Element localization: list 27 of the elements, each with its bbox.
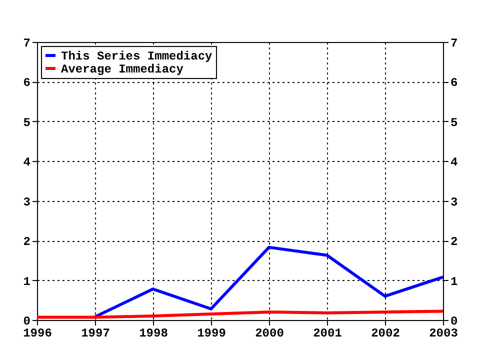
y-tick-label: 7: [23, 36, 30, 50]
y-tick-label: 3: [23, 195, 30, 210]
y-tick-label: 0: [23, 314, 30, 328]
y-tick-label: 2: [23, 235, 30, 250]
y-tick-label: 6: [23, 76, 30, 90]
x-tick-label: 2000: [255, 326, 284, 340]
y2-tick-label: 0: [450, 314, 458, 328]
x-tick-label: 2001: [313, 326, 342, 340]
y2-tick-label: 5: [450, 116, 458, 130]
y2-tick-label: 7: [450, 36, 458, 50]
line-series: [94, 246, 444, 318]
x-tick-label: 1997: [81, 326, 110, 340]
y2-tick-label: 4: [450, 156, 458, 170]
x-tick-label: 1998: [139, 326, 168, 340]
legend-label: Average Immediacy: [61, 62, 184, 76]
y2-tick-label: 2: [450, 235, 458, 250]
y2-tick-label: 6: [450, 76, 458, 90]
x-tick-label: 1996: [23, 326, 52, 340]
y2-tick-label: 1: [450, 274, 458, 289]
x-tick-label: 1999: [197, 326, 226, 340]
x-tick-label: 2003: [429, 326, 458, 340]
y-tick-label: 4: [23, 156, 30, 170]
y2-tick-label: 3: [450, 195, 458, 210]
y-tick-label: 1: [23, 274, 30, 289]
legend-label: This Series Immediacy: [61, 50, 212, 64]
y-tick-label: 5: [23, 116, 30, 130]
x-tick-label: 2002: [371, 326, 400, 340]
